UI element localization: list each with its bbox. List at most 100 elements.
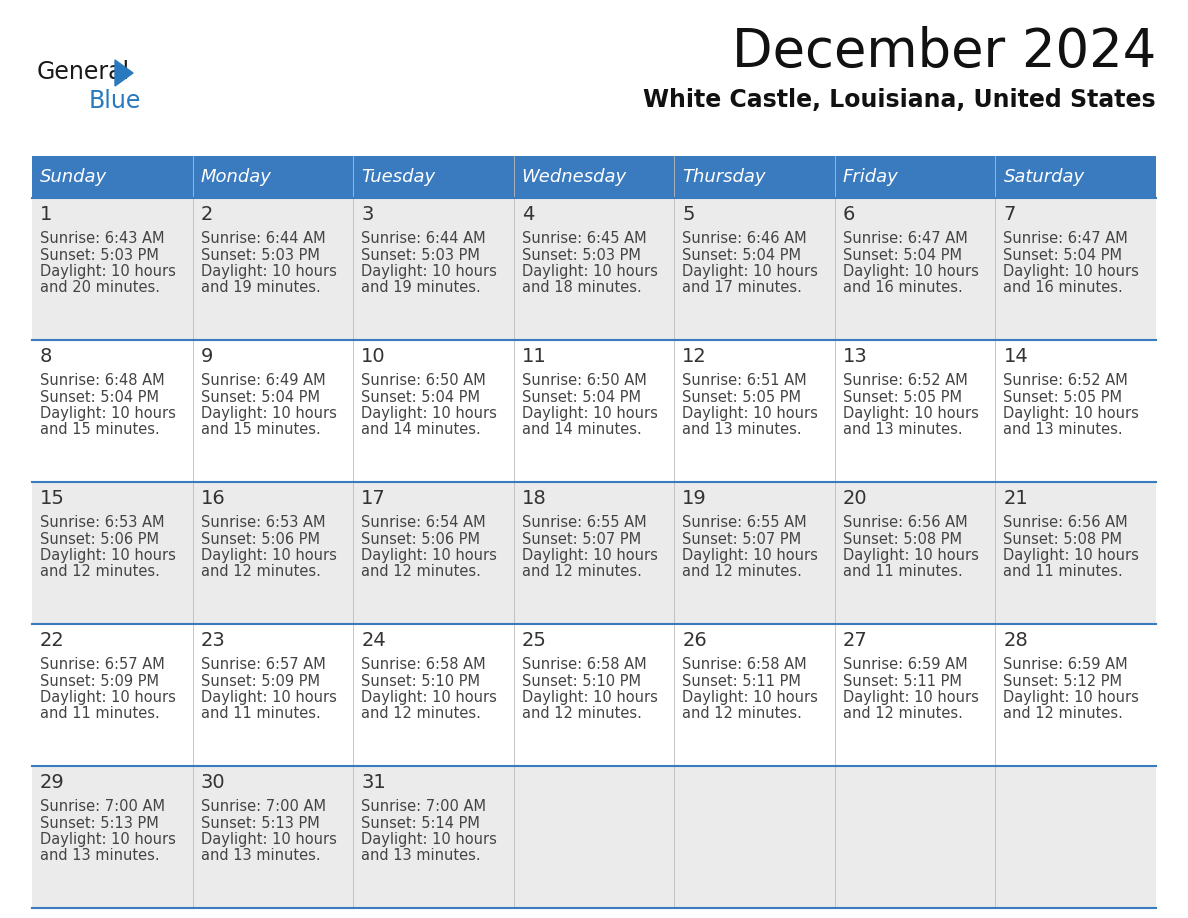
Text: Daylight: 10 hours: Daylight: 10 hours [842, 690, 979, 705]
Text: Sunrise: 6:48 AM: Sunrise: 6:48 AM [40, 373, 165, 388]
Text: Daylight: 10 hours: Daylight: 10 hours [40, 406, 176, 421]
Text: Daylight: 10 hours: Daylight: 10 hours [40, 832, 176, 847]
Text: Daylight: 10 hours: Daylight: 10 hours [201, 406, 336, 421]
Text: and 12 minutes.: and 12 minutes. [682, 565, 802, 579]
Text: General: General [37, 60, 131, 84]
Text: 25: 25 [522, 631, 546, 650]
Text: Sunrise: 7:00 AM: Sunrise: 7:00 AM [361, 799, 486, 814]
Bar [32, 156, 192, 198]
Text: Daylight: 10 hours: Daylight: 10 hours [40, 690, 176, 705]
Text: Sunset: 5:05 PM: Sunset: 5:05 PM [842, 389, 962, 405]
Text: December 2024: December 2024 [732, 26, 1156, 78]
Text: 31: 31 [361, 773, 386, 792]
Text: Sunrise: 6:56 AM: Sunrise: 6:56 AM [842, 515, 967, 530]
Text: Daylight: 10 hours: Daylight: 10 hours [361, 406, 497, 421]
Text: Daylight: 10 hours: Daylight: 10 hours [40, 548, 176, 563]
Text: 9: 9 [201, 347, 213, 366]
Text: Sunset: 5:04 PM: Sunset: 5:04 PM [1004, 248, 1123, 263]
Text: Tuesday: Tuesday [361, 168, 435, 186]
Text: Sunset: 5:06 PM: Sunset: 5:06 PM [361, 532, 480, 546]
Text: Sunset: 5:11 PM: Sunset: 5:11 PM [682, 674, 801, 688]
Text: Sunrise: 7:00 AM: Sunrise: 7:00 AM [40, 799, 165, 814]
Text: Sunrise: 6:59 AM: Sunrise: 6:59 AM [842, 657, 967, 672]
Text: Sunset: 5:03 PM: Sunset: 5:03 PM [361, 248, 480, 263]
Text: 11: 11 [522, 347, 546, 366]
Text: and 13 minutes.: and 13 minutes. [361, 848, 481, 864]
Text: 16: 16 [201, 489, 226, 508]
Text: Sunrise: 6:55 AM: Sunrise: 6:55 AM [682, 515, 807, 530]
Bar [996, 156, 1156, 198]
Bar [353, 156, 513, 198]
Text: and 15 minutes.: and 15 minutes. [201, 422, 321, 438]
Text: Sunset: 5:06 PM: Sunset: 5:06 PM [40, 532, 159, 546]
Bar [32, 624, 1156, 766]
Text: and 13 minutes.: and 13 minutes. [682, 422, 802, 438]
Bar [675, 156, 835, 198]
Text: and 11 minutes.: and 11 minutes. [842, 565, 962, 579]
Text: Daylight: 10 hours: Daylight: 10 hours [522, 548, 658, 563]
Text: 30: 30 [201, 773, 226, 792]
Text: Sunset: 5:04 PM: Sunset: 5:04 PM [201, 389, 320, 405]
Text: Daylight: 10 hours: Daylight: 10 hours [361, 264, 497, 279]
Text: Sunrise: 6:58 AM: Sunrise: 6:58 AM [361, 657, 486, 672]
Text: 2: 2 [201, 205, 213, 224]
Text: Sunset: 5:07 PM: Sunset: 5:07 PM [522, 532, 640, 546]
Text: White Castle, Louisiana, United States: White Castle, Louisiana, United States [644, 88, 1156, 112]
Text: Sunrise: 6:52 AM: Sunrise: 6:52 AM [842, 373, 967, 388]
Text: Sunrise: 6:50 AM: Sunrise: 6:50 AM [522, 373, 646, 388]
Text: and 20 minutes.: and 20 minutes. [40, 281, 160, 296]
Text: Sunrise: 6:56 AM: Sunrise: 6:56 AM [1004, 515, 1129, 530]
Text: Sunset: 5:03 PM: Sunset: 5:03 PM [522, 248, 640, 263]
Text: 17: 17 [361, 489, 386, 508]
Text: 24: 24 [361, 631, 386, 650]
Text: 1: 1 [40, 205, 52, 224]
Text: Sunrise: 6:50 AM: Sunrise: 6:50 AM [361, 373, 486, 388]
Text: 8: 8 [40, 347, 52, 366]
Text: 22: 22 [40, 631, 65, 650]
Text: Wednesday: Wednesday [522, 168, 627, 186]
Text: and 11 minutes.: and 11 minutes. [201, 707, 321, 722]
Text: Sunset: 5:09 PM: Sunset: 5:09 PM [40, 674, 159, 688]
Text: Daylight: 10 hours: Daylight: 10 hours [361, 832, 497, 847]
Text: Sunset: 5:05 PM: Sunset: 5:05 PM [1004, 389, 1123, 405]
Text: Saturday: Saturday [1004, 168, 1085, 186]
Text: Sunrise: 6:54 AM: Sunrise: 6:54 AM [361, 515, 486, 530]
Text: and 13 minutes.: and 13 minutes. [201, 848, 321, 864]
Text: Sunset: 5:03 PM: Sunset: 5:03 PM [40, 248, 159, 263]
Bar [835, 156, 996, 198]
Text: Sunrise: 6:49 AM: Sunrise: 6:49 AM [201, 373, 326, 388]
Text: and 12 minutes.: and 12 minutes. [1004, 707, 1124, 722]
Text: Sunset: 5:14 PM: Sunset: 5:14 PM [361, 815, 480, 831]
Text: Sunrise: 6:57 AM: Sunrise: 6:57 AM [201, 657, 326, 672]
Bar [32, 482, 1156, 624]
Text: Sunset: 5:04 PM: Sunset: 5:04 PM [361, 389, 480, 405]
Text: Daylight: 10 hours: Daylight: 10 hours [1004, 690, 1139, 705]
Text: and 12 minutes.: and 12 minutes. [522, 565, 642, 579]
Text: and 18 minutes.: and 18 minutes. [522, 281, 642, 296]
Text: Friday: Friday [842, 168, 898, 186]
Text: and 13 minutes.: and 13 minutes. [1004, 422, 1123, 438]
Text: Sunrise: 6:46 AM: Sunrise: 6:46 AM [682, 231, 807, 246]
Text: and 12 minutes.: and 12 minutes. [361, 707, 481, 722]
Text: Sunrise: 6:55 AM: Sunrise: 6:55 AM [522, 515, 646, 530]
Text: 29: 29 [40, 773, 65, 792]
Text: Sunset: 5:07 PM: Sunset: 5:07 PM [682, 532, 802, 546]
Text: Sunset: 5:10 PM: Sunset: 5:10 PM [361, 674, 480, 688]
Text: and 12 minutes.: and 12 minutes. [522, 707, 642, 722]
Text: 5: 5 [682, 205, 695, 224]
Text: and 16 minutes.: and 16 minutes. [1004, 281, 1123, 296]
Text: Sunrise: 6:43 AM: Sunrise: 6:43 AM [40, 231, 164, 246]
Text: 21: 21 [1004, 489, 1028, 508]
Text: Sunset: 5:04 PM: Sunset: 5:04 PM [40, 389, 159, 405]
Text: Sunset: 5:03 PM: Sunset: 5:03 PM [201, 248, 320, 263]
Text: and 19 minutes.: and 19 minutes. [361, 281, 481, 296]
Text: Daylight: 10 hours: Daylight: 10 hours [682, 264, 819, 279]
Text: Sunrise: 6:44 AM: Sunrise: 6:44 AM [361, 231, 486, 246]
Text: and 16 minutes.: and 16 minutes. [842, 281, 962, 296]
Text: Daylight: 10 hours: Daylight: 10 hours [842, 406, 979, 421]
Text: Sunset: 5:06 PM: Sunset: 5:06 PM [201, 532, 320, 546]
Text: 26: 26 [682, 631, 707, 650]
Text: Daylight: 10 hours: Daylight: 10 hours [1004, 548, 1139, 563]
Text: Daylight: 10 hours: Daylight: 10 hours [682, 690, 819, 705]
Text: Sunset: 5:08 PM: Sunset: 5:08 PM [1004, 532, 1123, 546]
